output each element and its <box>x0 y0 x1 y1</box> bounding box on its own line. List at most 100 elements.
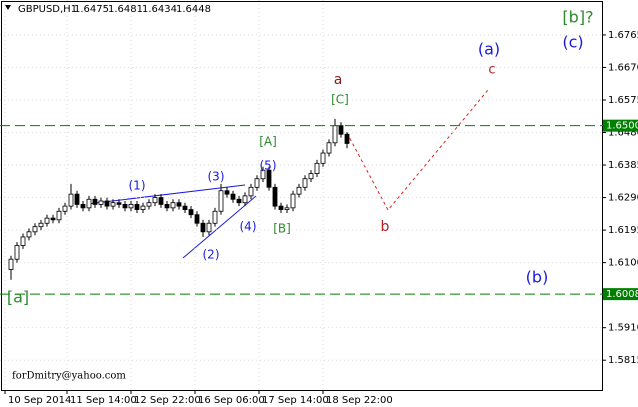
wave-label: [b]? <box>562 8 593 27</box>
wave-label: (5) <box>260 159 277 173</box>
y-tick-label: 1.6575 <box>608 95 638 106</box>
candle-body <box>86 198 92 209</box>
candle-body <box>254 178 260 188</box>
candle-body <box>260 169 266 180</box>
candle-body <box>68 193 74 207</box>
candle-body <box>50 217 56 221</box>
trend-line <box>182 195 257 259</box>
candle-body <box>308 173 314 180</box>
wave-label: [a] <box>7 288 29 307</box>
candle-body <box>140 205 146 210</box>
candle-body <box>152 197 158 204</box>
quote-open: 1.6475 <box>74 4 109 15</box>
candle-body <box>332 125 338 144</box>
candle-body <box>296 186 302 195</box>
candle-body <box>188 209 194 216</box>
candle-body <box>134 204 140 210</box>
candle-body <box>74 193 80 205</box>
candle-body <box>146 202 152 207</box>
y-tick-label: 1.6385 <box>608 160 638 171</box>
wave-label: [B] <box>273 222 291 236</box>
candle-body <box>20 236 26 246</box>
candle-body <box>62 205 68 212</box>
y-tick-label: 1.5815 <box>608 355 638 366</box>
candle-body <box>224 190 230 195</box>
wave-label: a <box>334 72 343 88</box>
footer: forDmitry@yahoo.com <box>12 371 126 382</box>
y-tick-label: 1.5910 <box>608 323 638 334</box>
level-box <box>603 288 638 301</box>
candle-body <box>200 222 206 233</box>
wave-label: (a) <box>478 40 500 59</box>
wave-label: (b) <box>526 268 549 287</box>
candle-body <box>170 202 176 209</box>
candle-body <box>122 204 128 209</box>
y-tick-label: 1.6100 <box>608 258 638 269</box>
candle-body <box>182 205 188 210</box>
wave-label: [C] <box>331 93 349 107</box>
candle-body <box>158 197 164 205</box>
candle-body <box>116 202 122 205</box>
wave-label: (4) <box>240 220 257 234</box>
wave-label: b <box>381 219 390 235</box>
wave-label: [A] <box>259 135 277 149</box>
candle-body <box>92 198 98 205</box>
candle-body <box>272 186 278 207</box>
wave-label: (c) <box>562 33 583 52</box>
x-tick-label: 18 Sep 22:00 <box>326 395 393 406</box>
candle-body <box>302 178 308 188</box>
x-tick-label: 11 Sep 14:00 <box>70 395 137 406</box>
candle-body <box>290 193 296 209</box>
candle-body <box>284 207 290 210</box>
x-tick-label: 12 Sep 22:00 <box>134 395 201 406</box>
y-tick-label: 1.6765 <box>608 30 638 41</box>
candle-body <box>44 217 50 224</box>
x-tick-label: 16 Sep 06:00 <box>198 395 265 406</box>
candle-body <box>248 186 254 197</box>
candle-body <box>344 133 350 144</box>
candle-body <box>26 231 32 238</box>
wave-label: (1) <box>129 179 146 193</box>
candle-body <box>206 222 212 233</box>
quote-low: 1.6434 <box>142 4 177 15</box>
candle-body <box>38 222 44 228</box>
x-tick-label: 10 Sep 2014 <box>8 395 71 406</box>
candle-body <box>8 258 14 270</box>
candle-body <box>14 245 20 260</box>
y-tick-label: 1.6670 <box>608 62 638 73</box>
quote-high: 1.6481 <box>108 4 143 15</box>
candle-body <box>194 214 200 224</box>
y-tick-label: 1.6195 <box>608 225 638 236</box>
candle-body <box>320 152 326 164</box>
candle-body <box>230 193 236 200</box>
quote-close: 1.6448 <box>176 4 211 15</box>
wave-label: (3) <box>208 170 225 184</box>
wave-label: (2) <box>203 248 220 262</box>
candle-body <box>164 204 170 209</box>
y-tick-label: 1.6290 <box>608 193 638 204</box>
candle-body <box>98 200 104 205</box>
candle-body <box>338 125 344 135</box>
candle-body <box>32 226 38 233</box>
y-tick-label: 1.6480 <box>608 128 638 139</box>
wave-label: c <box>488 63 495 78</box>
candle-body <box>218 190 224 212</box>
candle-body <box>104 200 110 207</box>
x-tick-label: 17 Sep 14:00 <box>262 395 329 406</box>
level-label: 1.6008 <box>606 289 638 300</box>
level-box <box>603 119 638 132</box>
candle-body <box>278 205 284 210</box>
candle-body <box>236 198 242 204</box>
candle-body <box>176 202 182 207</box>
level-label: 1.6500 <box>606 121 638 132</box>
candle-body <box>326 142 332 154</box>
candle-body <box>110 202 116 207</box>
candle-body <box>80 204 86 209</box>
candle-body <box>212 210 218 224</box>
candle-body <box>266 169 272 188</box>
candle-body <box>128 204 134 209</box>
plot-frame <box>1 1 603 391</box>
candle-body <box>242 195 248 204</box>
candle-body <box>314 162 320 174</box>
